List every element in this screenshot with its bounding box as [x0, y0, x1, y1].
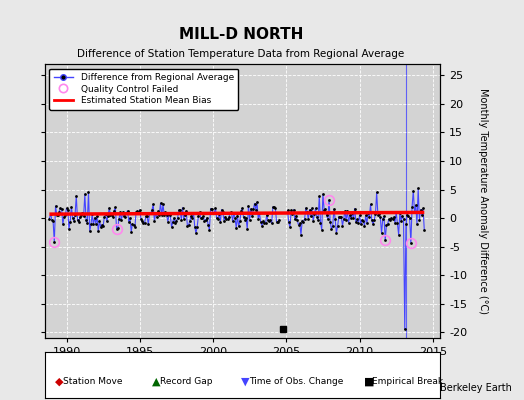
Text: ■: ■: [364, 377, 375, 387]
Text: Empirical Break: Empirical Break: [372, 378, 443, 386]
Y-axis label: Monthly Temperature Anomaly Difference (°C): Monthly Temperature Anomaly Difference (…: [478, 88, 488, 314]
Text: MILL-D NORTH: MILL-D NORTH: [179, 27, 303, 42]
Text: Station Move: Station Move: [63, 378, 123, 386]
Text: ▼: ▼: [241, 377, 249, 387]
Text: ▲: ▲: [152, 377, 160, 387]
Text: ◆: ◆: [55, 377, 63, 387]
Legend: Difference from Regional Average, Quality Control Failed, Estimated Station Mean: Difference from Regional Average, Qualit…: [49, 68, 238, 110]
Text: Time of Obs. Change: Time of Obs. Change: [249, 378, 343, 386]
Text: Difference of Station Temperature Data from Regional Average: Difference of Station Temperature Data f…: [78, 49, 405, 59]
Text: Record Gap: Record Gap: [160, 378, 212, 386]
Text: Berkeley Earth: Berkeley Earth: [440, 383, 512, 393]
